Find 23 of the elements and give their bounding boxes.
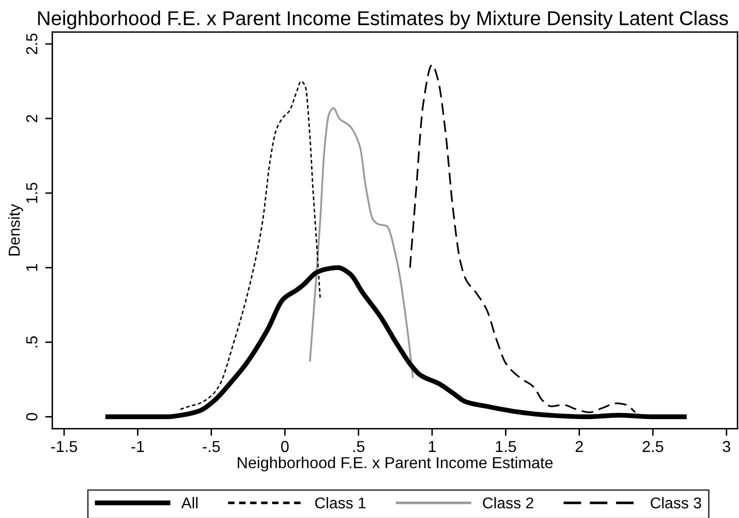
x-tick-label: 2.5 xyxy=(642,440,664,452)
y-tick-label: .5 xyxy=(26,336,38,348)
chart-title: Neighborhood F.E. x Parent Income Estimates by Mixture Density Latent Class xyxy=(38,10,728,30)
legend-label: Class 3 xyxy=(650,497,702,508)
x-tick-label: -.5 xyxy=(202,441,220,452)
x-tick-label: 3 xyxy=(722,440,730,452)
x-tick-label: 0 xyxy=(281,440,289,452)
x-tick-label: 1.5 xyxy=(496,441,516,452)
x-tick-label: -1 xyxy=(131,441,144,452)
legend-label: Class 1 xyxy=(315,497,366,508)
y-tick-label: 0 xyxy=(26,412,38,421)
x-tick-label: .5 xyxy=(353,441,364,452)
legend-label: Class 2 xyxy=(482,497,534,508)
x-tick-label: 1 xyxy=(428,441,436,452)
legend-label: All xyxy=(181,497,198,508)
y-tick-label: 2.5 xyxy=(26,34,38,54)
y-tick-label: 1 xyxy=(26,264,38,271)
x-tick-label: 2 xyxy=(576,440,583,452)
y-axis-title: Density xyxy=(8,204,23,256)
x-tick-label: -1.5 xyxy=(51,441,78,452)
x-axis-title: Neighborhood F.E. x Parent Income Estimate xyxy=(238,456,553,472)
y-tick-label: 1.5 xyxy=(26,182,38,203)
y-tick-label: 2 xyxy=(26,114,38,122)
